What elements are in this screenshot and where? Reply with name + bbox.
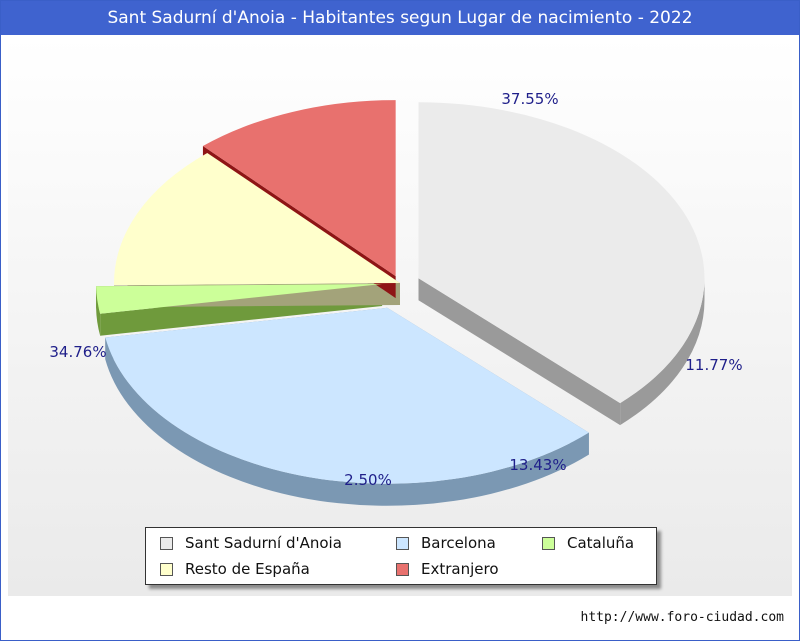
- pie-slice-0: [418, 102, 705, 404]
- legend-item-extranjero: Extranjero: [396, 560, 499, 578]
- pie-value-label: 2.50%: [344, 471, 392, 489]
- legend-label: Barcelona: [421, 534, 496, 552]
- legend-swatch: [396, 562, 409, 576]
- legend-label: Extranjero: [421, 560, 499, 578]
- legend-item-cataluna: Cataluña: [542, 534, 634, 552]
- chart-title: Sant Sadurní d'Anoia - Habitantes segun …: [1, 1, 799, 35]
- pie-slice-2: [96, 284, 383, 314]
- pie-wall: [620, 278, 705, 426]
- legend-item-barcelona: Barcelona: [396, 534, 496, 552]
- legend-swatch: [160, 536, 173, 550]
- legend-swatch: [160, 562, 173, 576]
- pie-value-label: 13.43%: [509, 456, 566, 474]
- legend-swatch: [396, 536, 409, 550]
- legend-swatch: [542, 536, 555, 550]
- pie-value-label: 11.77%: [685, 356, 742, 374]
- legend-item-resto-espana: Resto de España: [160, 560, 310, 578]
- pie-tops: [96, 100, 705, 484]
- legend-label: Resto de España: [185, 560, 310, 578]
- pie-slice-4: [202, 100, 396, 277]
- pie-value-label: 37.55%: [501, 90, 558, 108]
- footer-url[interactable]: http://www.foro-ciudad.com: [580, 610, 785, 625]
- pie-value-label: 34.76%: [49, 343, 106, 361]
- pie-wall: [96, 286, 101, 336]
- pie-radial-wall: [418, 278, 621, 426]
- pie-wall: [105, 337, 589, 506]
- pie-slice-3: [114, 152, 400, 286]
- pie-labels: 37.55% 34.76% 2.50% 13.43% 11.77%: [49, 90, 742, 489]
- legend-label: Sant Sadurní d'Anoia: [185, 534, 342, 552]
- legend-item-sant-sadurni: Sant Sadurní d'Anoia: [160, 534, 342, 552]
- legend: Sant Sadurní d'Anoia Barcelona Cataluña …: [145, 527, 657, 585]
- pie-slice-side: [418, 278, 705, 426]
- pie-slice-1: [105, 307, 589, 484]
- legend-label: Cataluña: [567, 534, 635, 552]
